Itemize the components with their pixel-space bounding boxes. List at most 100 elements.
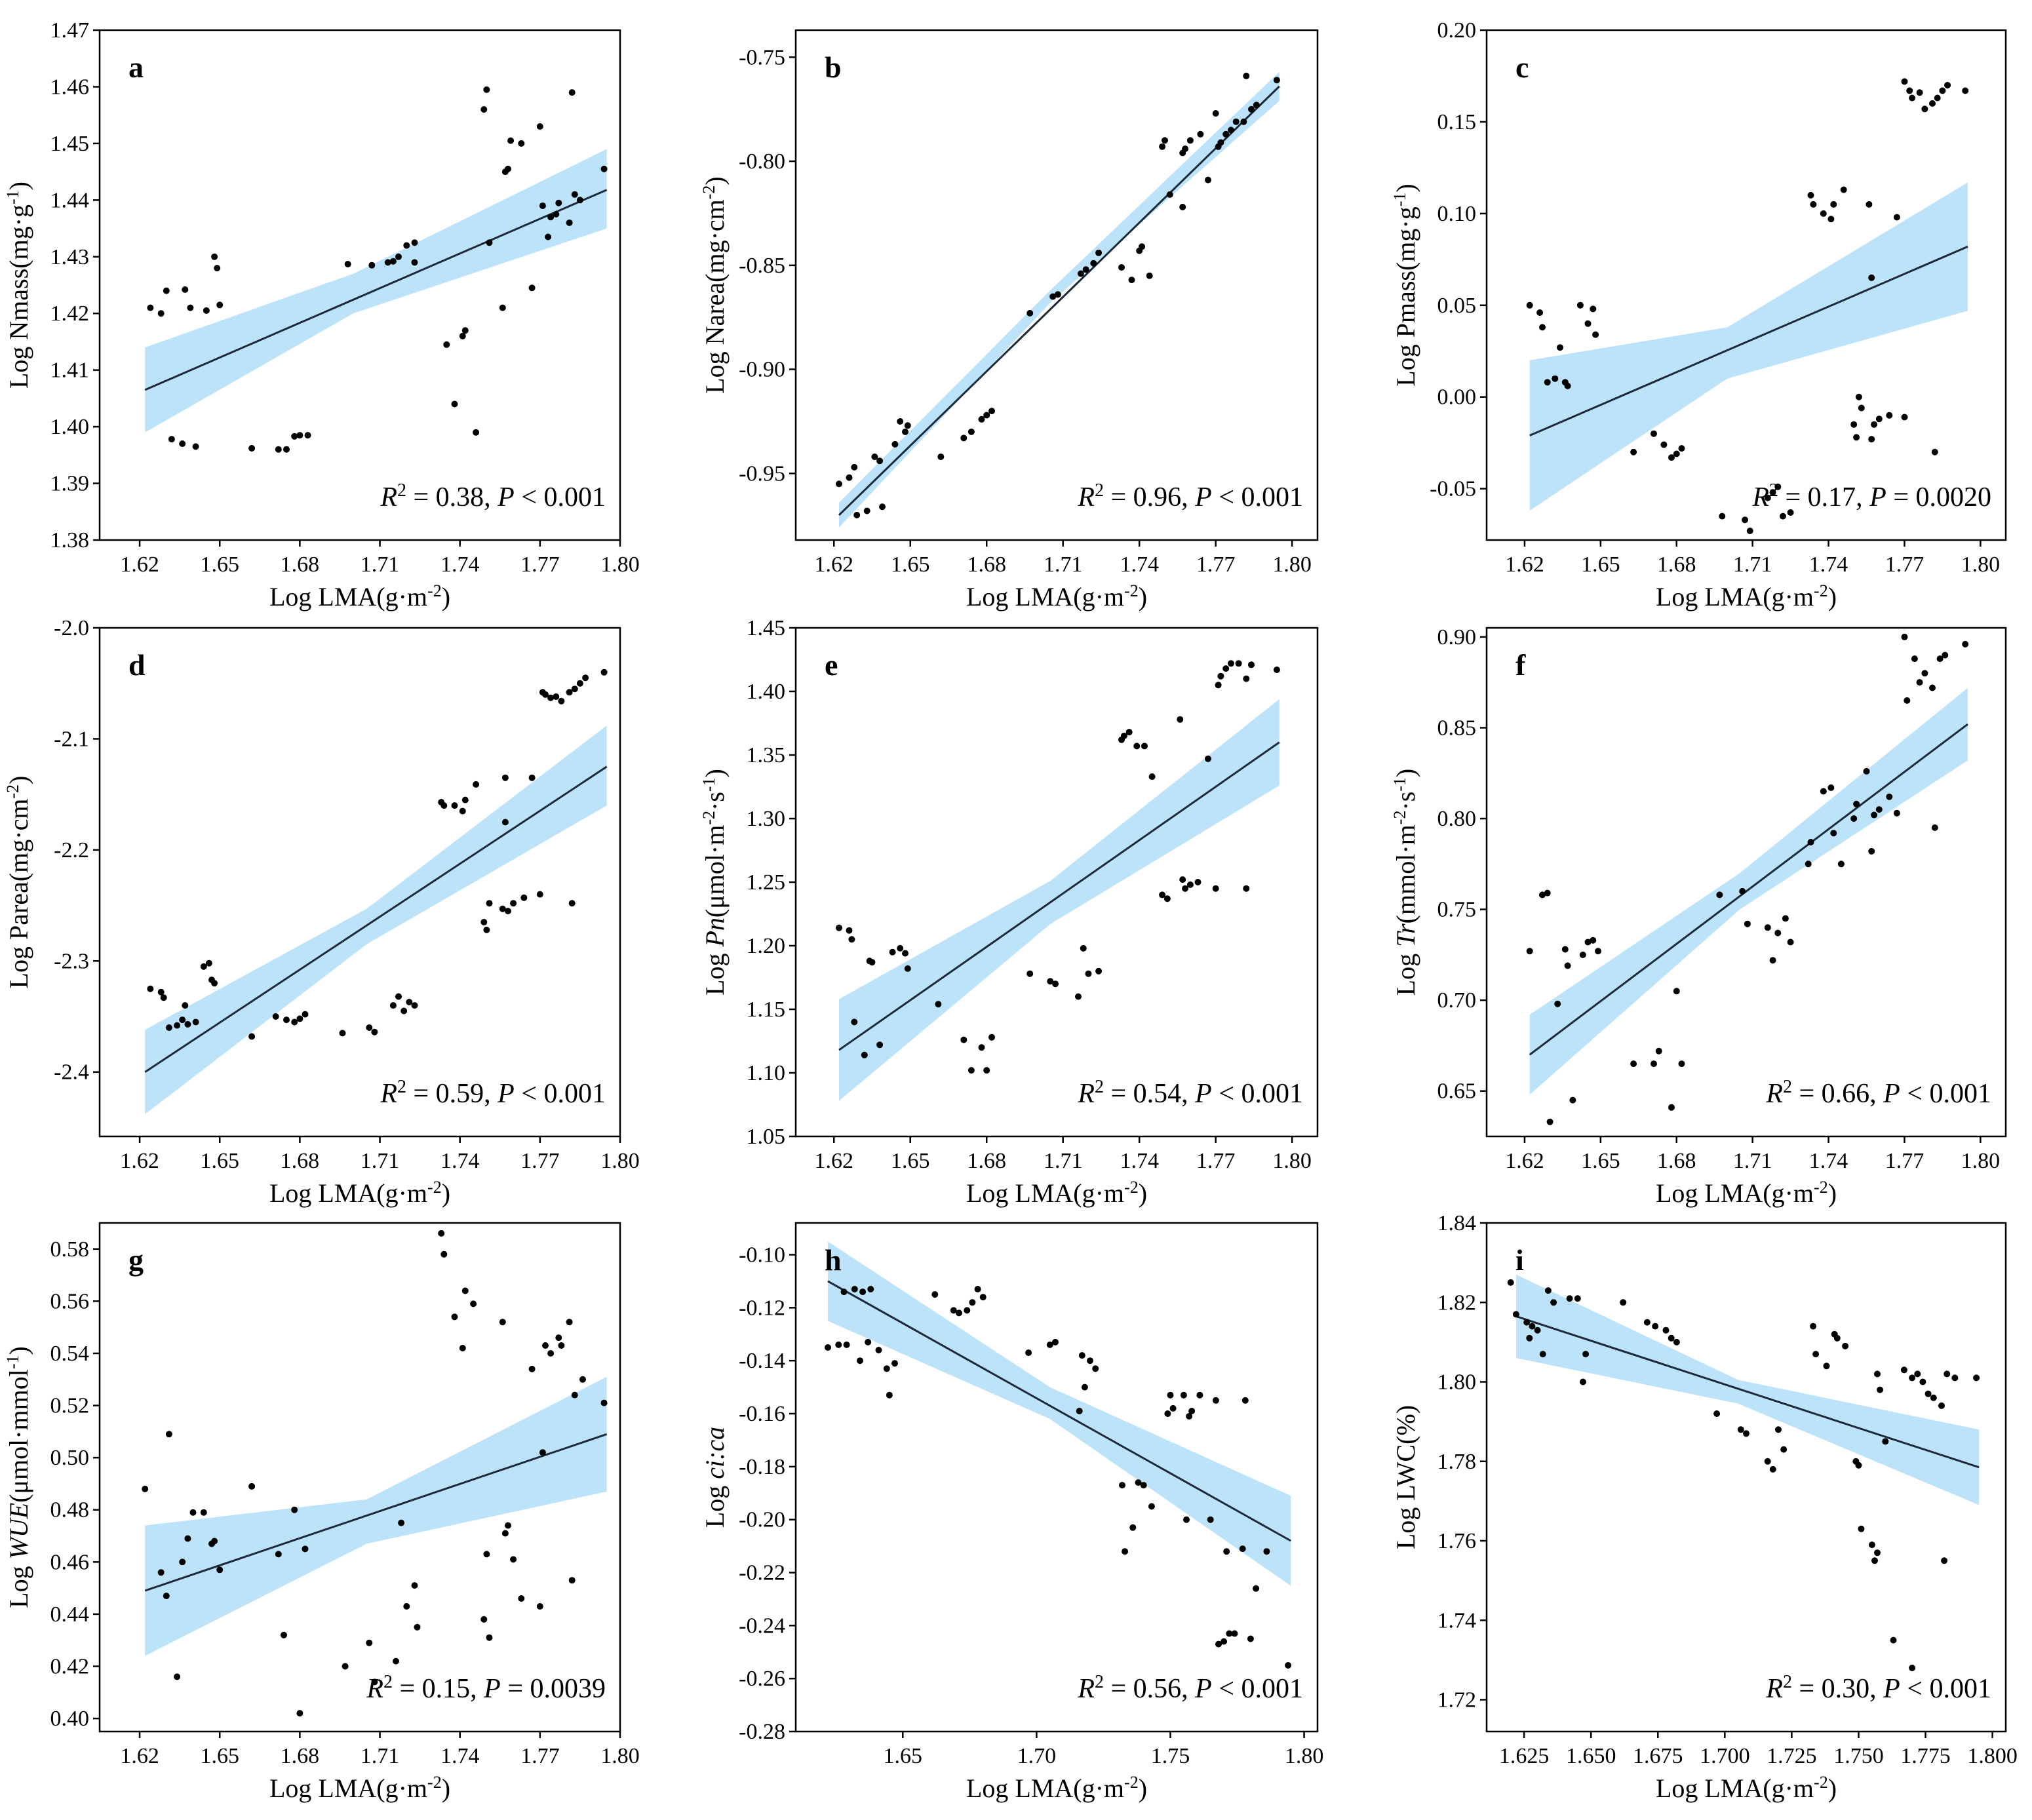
data-point (451, 802, 458, 809)
data-point (366, 1024, 373, 1031)
data-point (1223, 1548, 1230, 1555)
y-axis-label: Log Parea(mg·cm-2) (3, 776, 34, 989)
y-tick-label: 1.05 (747, 1125, 786, 1149)
data-point (547, 694, 555, 701)
data-point (1122, 1548, 1129, 1555)
data-point (937, 454, 945, 460)
data-point (1842, 1342, 1849, 1349)
data-point (1630, 448, 1637, 455)
data-point (1212, 885, 1219, 892)
data-point (897, 418, 904, 425)
data-point (1655, 1047, 1662, 1055)
x-tick-label: 1.62 (1505, 1149, 1544, 1173)
data-point (1914, 1370, 1921, 1378)
data-point (389, 1002, 397, 1009)
y-tick-label: 0.42 (50, 1655, 90, 1679)
data-point (536, 1603, 543, 1610)
data-point (1938, 1402, 1945, 1409)
data-point (438, 1229, 445, 1237)
data-point (1092, 1365, 1099, 1372)
data-point (398, 1519, 405, 1526)
confidence-band (839, 699, 1280, 1101)
data-point (1764, 924, 1771, 931)
data-point (499, 304, 506, 311)
data-point (1678, 1060, 1685, 1068)
regression-line (144, 765, 608, 1073)
data-point (192, 443, 199, 450)
data-point (863, 507, 870, 514)
x-tick-label: 1.625 (1499, 1744, 1550, 1768)
data-point (1931, 448, 1938, 455)
data-point (1886, 412, 1893, 419)
data-point (960, 1036, 967, 1043)
data-point (302, 1545, 309, 1553)
data-point (480, 1616, 488, 1623)
data-point (1590, 305, 1597, 313)
data-point (211, 1538, 218, 1545)
data-point (1212, 110, 1219, 117)
data-point (518, 1595, 525, 1602)
data-point (304, 432, 311, 439)
data-point (1512, 1311, 1519, 1318)
data-point (1807, 839, 1814, 845)
data-point (1167, 1391, 1174, 1399)
y-axis-label: Log Pmass(mg·g-1) (1390, 184, 1421, 386)
data-point (542, 691, 549, 698)
data-point (1243, 885, 1250, 892)
data-point (184, 1020, 191, 1028)
data-point (1186, 1413, 1193, 1420)
x-axis-label: Log LMA(g·m-2) (966, 581, 1147, 612)
data-point (1529, 1323, 1536, 1330)
data-point (1716, 891, 1723, 899)
data-point (1582, 1351, 1590, 1358)
y-axis-label: Log Pn(μmol·m-2·s-1) (699, 769, 730, 996)
x-tick-label: 1.80 (1961, 1149, 2001, 1173)
data-point (1673, 988, 1680, 995)
data-point (967, 1067, 975, 1074)
x-tick-label: 1.62 (120, 1744, 159, 1768)
data-point (869, 959, 876, 966)
data-point (1049, 293, 1057, 300)
data-point (1179, 876, 1186, 883)
data-point (1221, 1638, 1228, 1645)
data-point (174, 1022, 181, 1029)
data-point (1662, 1326, 1670, 1334)
data-point (1544, 379, 1551, 386)
y-tick-label: 1.76 (1437, 1529, 1477, 1553)
data-point (1590, 937, 1597, 944)
data-point (459, 1345, 466, 1351)
data-point (1222, 665, 1230, 672)
data-point (555, 1334, 562, 1342)
data-point (1046, 1341, 1053, 1348)
x-tick-label: 1.77 (520, 1149, 560, 1173)
data-point (1285, 1662, 1292, 1669)
x-axis-label: Log LMA(g·m-2) (269, 581, 450, 612)
y-tick-label: -2.1 (54, 727, 89, 751)
data-point (1162, 137, 1168, 144)
data-point (1194, 879, 1202, 885)
data-point (163, 1593, 170, 1600)
data-point (1858, 404, 1865, 412)
y-tick-label: 1.10 (747, 1061, 786, 1085)
data-point (1620, 1299, 1627, 1306)
plot-frame (794, 29, 1319, 541)
data-point (861, 1051, 868, 1058)
x-tick-label: 1.80 (1961, 552, 2001, 577)
data-point (1159, 143, 1166, 150)
data-point (1186, 881, 1194, 888)
x-tick-label: 1.71 (361, 552, 400, 577)
data-point (536, 123, 543, 130)
data-point (904, 422, 911, 429)
y-tick-label: -2.0 (54, 616, 89, 640)
x-tick-label: 1.62 (1505, 552, 1544, 577)
data-point (1148, 773, 1156, 780)
confidence-band (839, 71, 1280, 528)
y-tick-label: -0.16 (739, 1402, 785, 1426)
data-point (1129, 1524, 1137, 1531)
data-point (1536, 309, 1544, 316)
data-point (1557, 344, 1563, 351)
data-point (501, 774, 509, 781)
y-tick-label: 0.05 (1437, 294, 1477, 318)
data-point (876, 457, 884, 465)
y-tick-label: -0.18 (739, 1455, 785, 1479)
